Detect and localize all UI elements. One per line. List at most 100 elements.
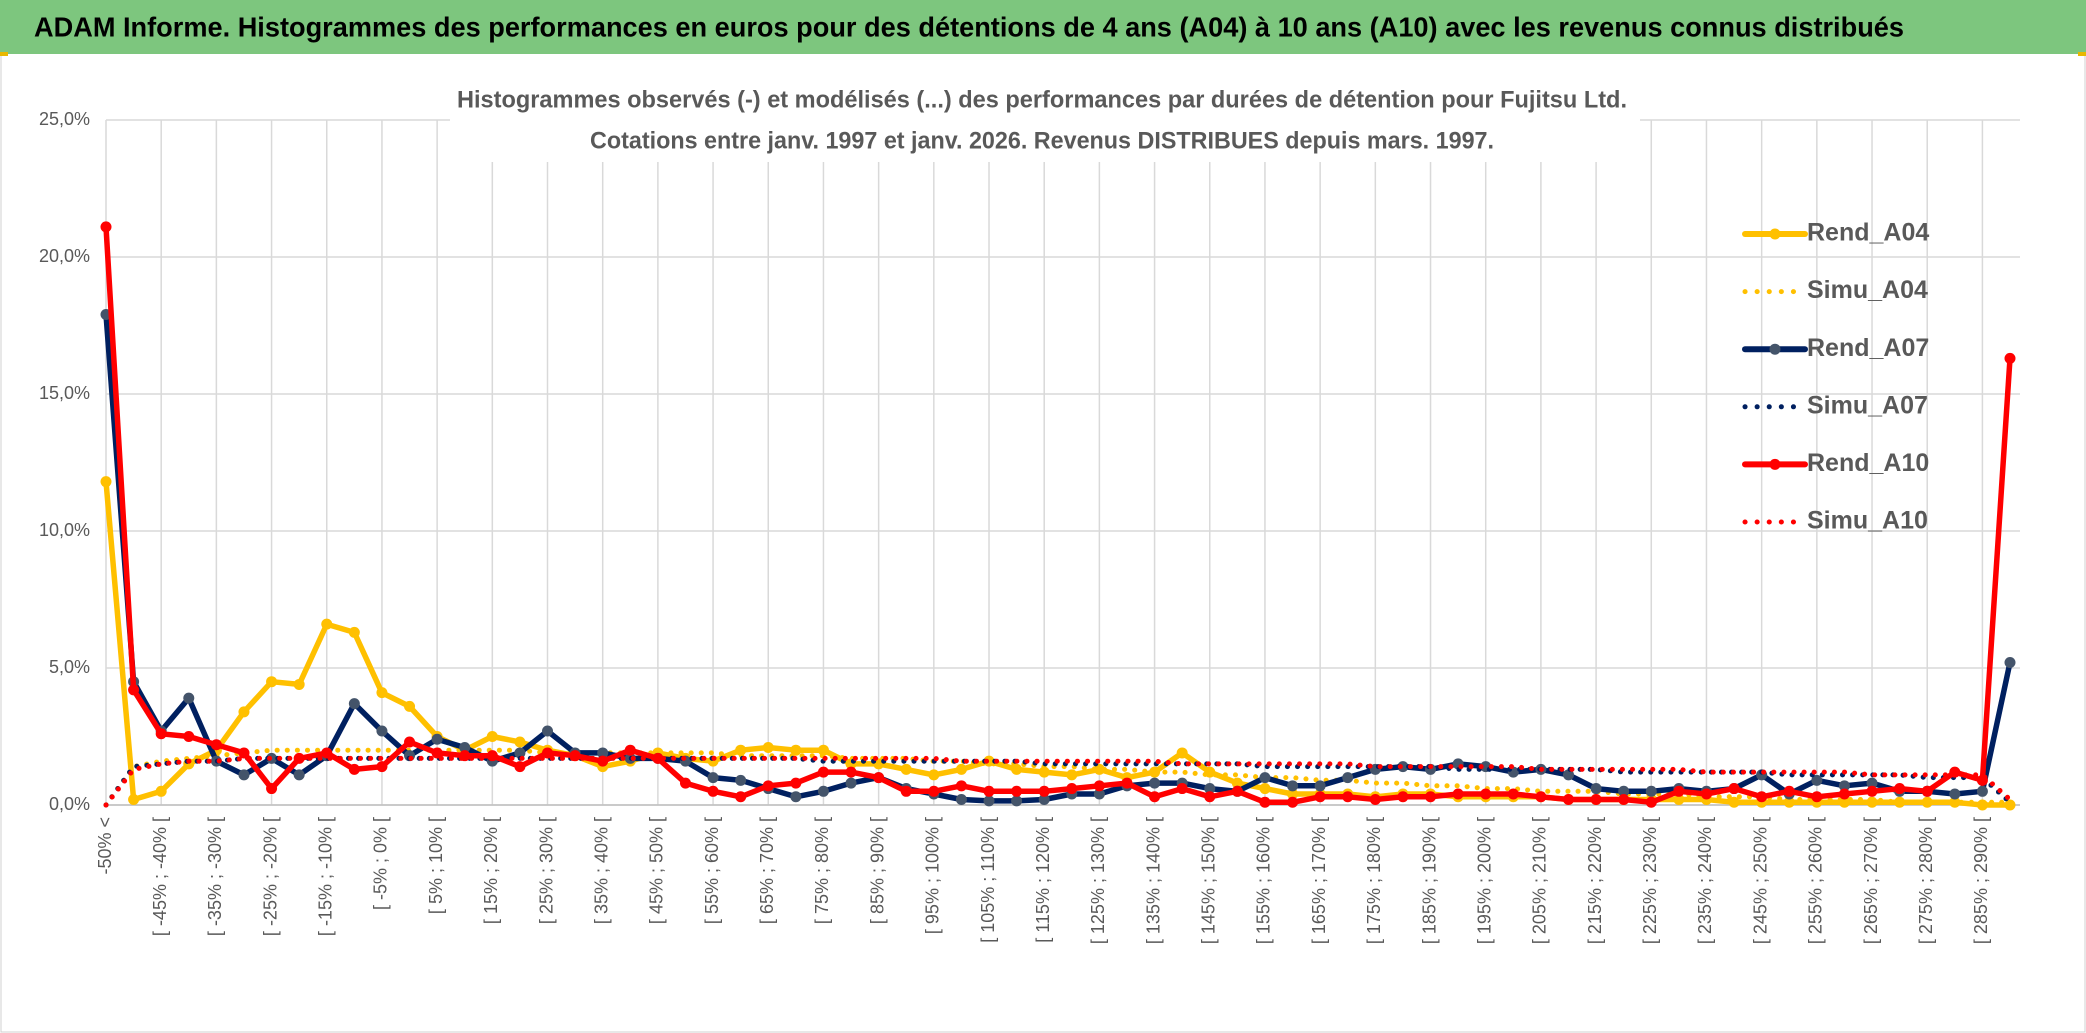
data-point bbox=[1480, 788, 1492, 800]
data-point bbox=[1728, 783, 1740, 795]
data-point bbox=[652, 752, 664, 764]
data-point bbox=[1149, 791, 1161, 803]
data-point bbox=[1314, 780, 1326, 792]
data-point bbox=[1176, 747, 1188, 759]
data-point bbox=[1838, 780, 1850, 792]
data-point bbox=[817, 766, 829, 778]
data-point bbox=[183, 692, 195, 704]
series-line bbox=[103, 755, 2013, 808]
x-tick-label: -50% < bbox=[95, 817, 115, 875]
data-point bbox=[928, 785, 940, 797]
data-point bbox=[790, 777, 802, 789]
y-tick-label: 20,0% bbox=[39, 246, 90, 266]
data-point bbox=[1149, 777, 1161, 789]
data-point bbox=[873, 772, 885, 784]
data-point bbox=[238, 769, 250, 781]
data-point bbox=[1287, 788, 1299, 800]
data-point bbox=[1618, 785, 1630, 797]
data-point bbox=[2004, 799, 2016, 811]
data-point bbox=[1921, 796, 1933, 808]
data-point bbox=[597, 747, 609, 759]
data-point bbox=[376, 725, 388, 737]
data-point bbox=[1231, 777, 1243, 789]
data-point bbox=[1259, 772, 1271, 784]
data-point bbox=[1342, 791, 1354, 803]
x-tick-label: [ 175% ; 180% [ bbox=[1364, 817, 1384, 944]
data-point bbox=[321, 747, 333, 759]
data-point bbox=[2004, 657, 2016, 669]
data-point bbox=[1093, 763, 1105, 775]
legend-marker bbox=[1769, 228, 1781, 240]
data-point bbox=[459, 741, 471, 753]
data-point bbox=[1176, 783, 1188, 795]
data-point bbox=[790, 791, 802, 803]
data-point bbox=[1783, 785, 1795, 797]
x-tick-label: [ 25% ; 30% [ bbox=[536, 817, 556, 924]
data-point bbox=[928, 769, 940, 781]
legend-label: Simu_A10 bbox=[1807, 507, 1928, 535]
data-point bbox=[1700, 788, 1712, 800]
series-line bbox=[103, 224, 2013, 806]
title-backdrop bbox=[450, 82, 1640, 162]
data-point bbox=[348, 698, 360, 710]
data-point bbox=[1314, 791, 1326, 803]
chart-subtitle: Cotations entre janv. 1997 et janv. 2026… bbox=[590, 127, 1494, 154]
x-tick-label: [ 235% ; 240% [ bbox=[1695, 817, 1715, 944]
data-point bbox=[155, 728, 167, 740]
data-point bbox=[955, 763, 967, 775]
data-point bbox=[183, 731, 195, 742]
data-point bbox=[1204, 791, 1216, 803]
data-point bbox=[293, 678, 305, 690]
data-point bbox=[1756, 791, 1768, 803]
data-point bbox=[1535, 791, 1547, 803]
data-point bbox=[431, 747, 443, 759]
data-point bbox=[1976, 785, 1988, 797]
data-point bbox=[1949, 788, 1961, 800]
data-point bbox=[597, 755, 609, 767]
x-tick-label: [ 115% ; 120% [ bbox=[1033, 817, 1053, 943]
data-point bbox=[1562, 769, 1574, 781]
data-point bbox=[762, 780, 774, 792]
data-point bbox=[321, 618, 333, 630]
x-tick-label: [ -15% ; -10% [ bbox=[316, 817, 336, 936]
x-tick-label: [ 105% ; 110% [ bbox=[978, 817, 998, 943]
data-point bbox=[128, 794, 140, 806]
x-tick-label: [ -5% ; 0% [ bbox=[371, 817, 391, 910]
data-point bbox=[1342, 772, 1354, 784]
data-point bbox=[404, 700, 416, 712]
data-point bbox=[376, 761, 388, 773]
legend-label: Rend_A07 bbox=[1807, 334, 1929, 362]
data-point bbox=[1066, 769, 1078, 781]
data-point bbox=[845, 777, 857, 789]
data-point bbox=[1038, 785, 1050, 797]
data-point bbox=[266, 676, 278, 688]
x-tick-label: [ 215% ; 220% [ bbox=[1585, 817, 1605, 944]
data-point bbox=[679, 777, 691, 789]
data-point bbox=[983, 795, 995, 807]
data-point bbox=[1287, 780, 1299, 792]
x-tick-label: [ 205% ; 210% [ bbox=[1530, 817, 1550, 944]
chart-title: Histogrammes observés (-) et modélisés (… bbox=[457, 86, 1627, 113]
x-tick-label: [ 95% ; 100% [ bbox=[923, 817, 943, 934]
data-point bbox=[128, 684, 140, 696]
x-tick-label: [ 165% ; 170% [ bbox=[1309, 817, 1329, 944]
data-point bbox=[1866, 777, 1878, 789]
x-tick-label: [ -45% ; -40% [ bbox=[150, 817, 170, 936]
data-point bbox=[735, 791, 747, 803]
data-point bbox=[1562, 794, 1574, 806]
data-point bbox=[542, 725, 554, 737]
data-point bbox=[624, 744, 636, 756]
data-point bbox=[1093, 780, 1105, 792]
data-point bbox=[955, 794, 967, 806]
data-point bbox=[1121, 777, 1133, 789]
data-point bbox=[707, 772, 719, 784]
y-tick-label: 5,0% bbox=[49, 657, 90, 677]
data-point bbox=[514, 761, 526, 773]
x-tick-label: [ 255% ; 260% [ bbox=[1806, 817, 1826, 944]
data-point bbox=[1645, 785, 1657, 797]
data-point bbox=[100, 476, 112, 488]
header-bar bbox=[0, 0, 2086, 54]
